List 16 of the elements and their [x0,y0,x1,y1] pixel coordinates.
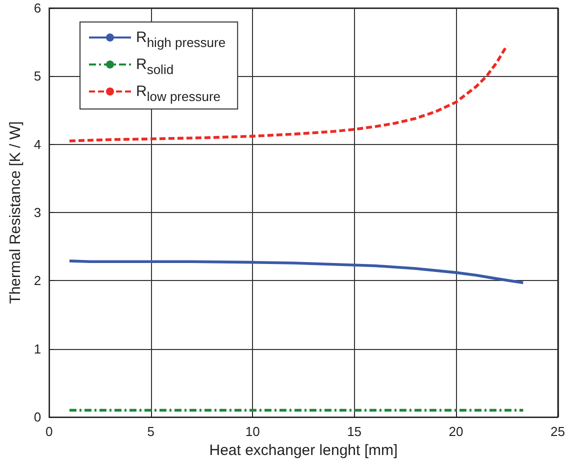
y-tick-label: 2 [34,273,42,288]
y-tick-label: 6 [34,0,42,16]
y-tick-label: 4 [34,136,42,152]
y-tick-label: 5 [34,68,42,84]
y-tick-label: 0 [34,410,42,425]
x-tick-label: 10 [245,424,260,440]
x-tick-label: 25 [550,424,566,440]
x-tick-label: 15 [347,424,362,440]
x-tick-label: 0 [46,424,53,440]
x-tick-label: 20 [448,424,464,440]
line-series [68,260,525,284]
y-axis-title: Thermal Resistance [K / W] [7,121,24,304]
y-tick-label: 3 [34,205,42,220]
x-tick-label: 5 [147,424,154,440]
y-tick-label: 1 [34,341,42,356]
x-axis-title: Heat exchanger lenght [mm] [209,442,398,459]
